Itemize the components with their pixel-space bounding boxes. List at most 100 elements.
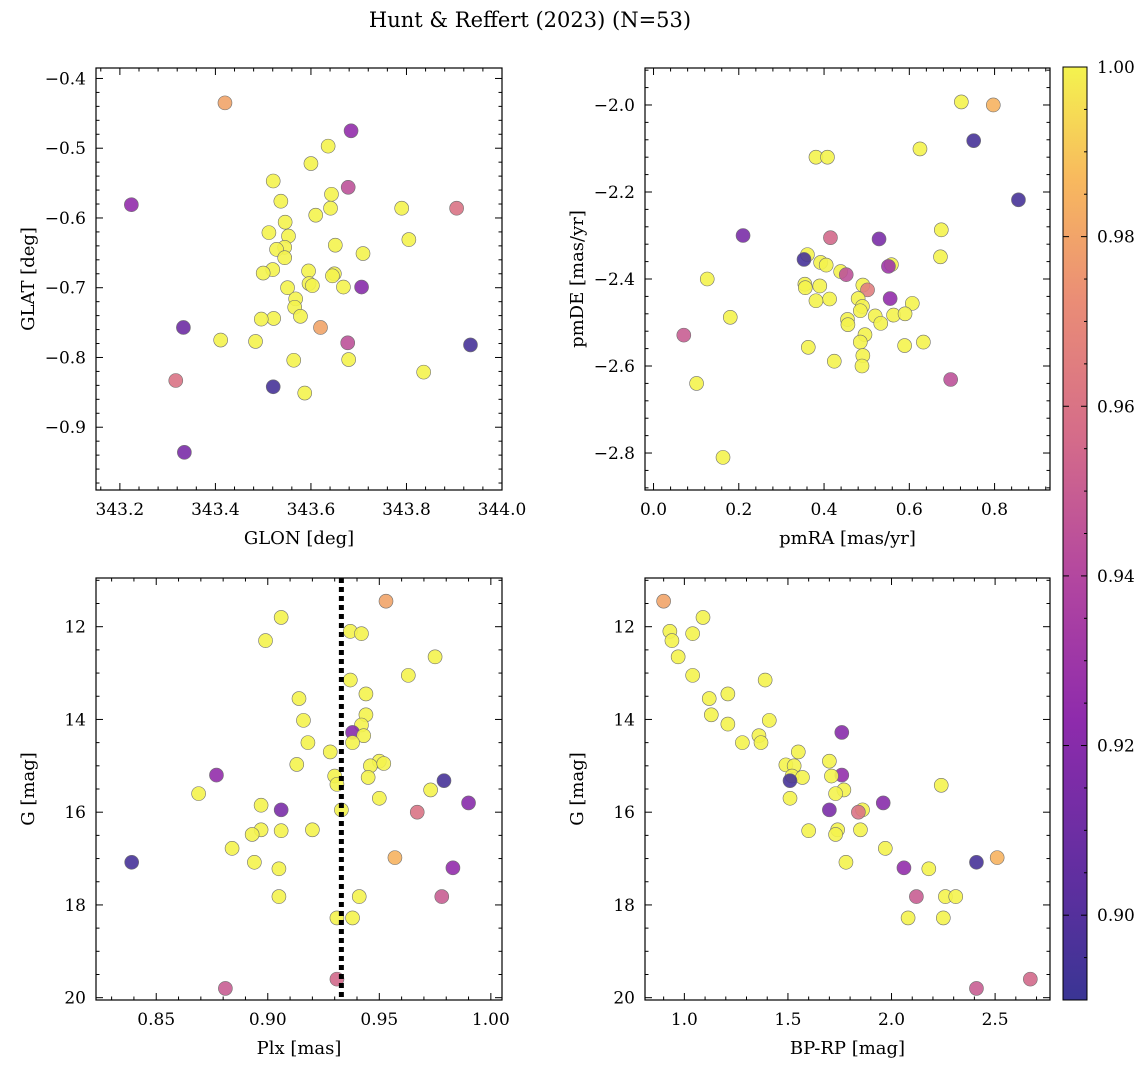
y-axis-label: pmDE [mas/yr] xyxy=(567,210,588,348)
scatter-point xyxy=(851,804,866,820)
scatter-points xyxy=(124,95,478,460)
scatter-point xyxy=(291,691,307,706)
scatter-point xyxy=(313,320,328,335)
scatter-point xyxy=(699,271,715,287)
scatter-point xyxy=(271,889,287,904)
x-tick-label: 0.95 xyxy=(360,1010,398,1030)
scatter-point xyxy=(720,686,736,702)
scatter-point xyxy=(328,237,343,253)
y-axis-label: GLAT [deg] xyxy=(18,227,39,331)
scatter-point xyxy=(948,889,964,904)
scatter-point xyxy=(300,735,316,750)
panel-plx-g: 0.85 0.90 0.95 1.00 12 14 16 18 20 Plx [mas] G [ma… xyxy=(18,577,510,1059)
y-tick-label: 12 xyxy=(64,618,86,638)
scatter-point xyxy=(826,353,842,369)
scatter-point xyxy=(265,173,281,189)
scatter-point xyxy=(818,257,834,273)
scatter-point xyxy=(124,854,139,870)
scatter-point xyxy=(322,744,338,760)
scatter-point xyxy=(351,889,367,904)
y-tick-label: 20 xyxy=(613,989,635,1009)
scatter-point xyxy=(912,141,928,157)
y-tick-label: −2.4 xyxy=(594,270,635,290)
scatter-point xyxy=(261,225,277,240)
scatter-point xyxy=(989,850,1005,865)
scatter-point xyxy=(828,786,843,801)
scatter-point xyxy=(790,744,806,760)
scatter-point xyxy=(354,626,369,641)
y-tick-label: 16 xyxy=(64,803,86,823)
y-tick-label: 16 xyxy=(613,803,635,823)
scatter-point xyxy=(685,626,700,641)
scatter-point xyxy=(1023,971,1038,987)
scatter-point xyxy=(828,827,843,842)
scatter-point xyxy=(343,672,358,688)
scatter-point xyxy=(345,910,360,926)
scatter-point xyxy=(871,231,887,247)
panel-pmra-pmde: 0.0 0.2 0.4 0.6 0.8 −2.8 −2.6 −2.4 −2.2 −2.0 pmRA … xyxy=(567,67,1051,549)
y-tick-label: −0.7 xyxy=(45,279,86,299)
scatter-point xyxy=(301,263,316,279)
scatter-point xyxy=(266,311,281,326)
scatter-point xyxy=(860,282,875,298)
y-tick-label: −2.0 xyxy=(594,96,635,116)
scatter-point xyxy=(445,860,461,876)
scatter-point xyxy=(244,827,260,842)
scatter-point xyxy=(933,249,948,265)
scatter-point xyxy=(897,338,912,353)
scatter-point xyxy=(882,291,898,306)
scatter-point xyxy=(909,889,924,904)
scatter-point xyxy=(969,981,984,996)
scatter-point xyxy=(840,317,856,332)
colorbar-tick-label: 0.90 xyxy=(1097,906,1135,926)
scatter-point xyxy=(434,889,450,904)
scatter-point xyxy=(795,770,810,785)
y-axis-label: G [mag] xyxy=(567,752,588,825)
scatter-point xyxy=(297,385,313,401)
scatter-point xyxy=(191,786,206,801)
scatter-point xyxy=(280,280,295,296)
scatter-point xyxy=(436,773,452,788)
scatter-point xyxy=(875,795,891,811)
colorbar-gradient xyxy=(1062,66,1088,1001)
scatter-point xyxy=(324,186,339,202)
scatter-point xyxy=(936,910,951,926)
scatter-point xyxy=(1011,192,1026,208)
scatter-point xyxy=(394,200,409,216)
scatter-point xyxy=(340,179,356,195)
x-axis-label: Plx [mas] xyxy=(257,1038,342,1059)
scatter-point xyxy=(168,373,184,388)
scatter-points xyxy=(676,94,1026,465)
scatter-point xyxy=(966,133,981,148)
scatter-point xyxy=(757,672,773,688)
scatter-point xyxy=(354,279,369,295)
scatter-point xyxy=(293,309,308,324)
scatter-point xyxy=(345,735,360,750)
scatter-point xyxy=(822,291,837,307)
scatter-point xyxy=(427,649,443,665)
scatter-point xyxy=(273,823,289,839)
x-tick-label: 1.00 xyxy=(472,1010,510,1030)
x-tick-label: 343.4 xyxy=(191,500,240,520)
scatter-point xyxy=(323,200,338,216)
scatter-point xyxy=(303,156,319,171)
scatter-point xyxy=(255,265,271,281)
x-tick-label: 0.90 xyxy=(249,1010,287,1030)
scatter-point xyxy=(900,910,916,926)
scatter-point xyxy=(873,316,889,331)
x-tick-label: 1.5 xyxy=(774,1010,801,1030)
scatter-point xyxy=(720,716,736,732)
scatter-point xyxy=(943,372,958,387)
scatter-point xyxy=(753,735,769,750)
scatter-point xyxy=(372,790,387,806)
ticks xyxy=(96,578,502,1000)
scatter-point xyxy=(852,303,868,319)
scatter-point xyxy=(273,802,289,818)
scatter-point xyxy=(676,327,692,343)
y-tick-label: 14 xyxy=(64,710,86,730)
scatter-point xyxy=(258,633,273,648)
scatter-point xyxy=(277,214,293,230)
y-axis-label: G [mag] xyxy=(18,752,39,825)
scatter-point xyxy=(416,364,431,380)
scatter-point xyxy=(782,773,798,788)
